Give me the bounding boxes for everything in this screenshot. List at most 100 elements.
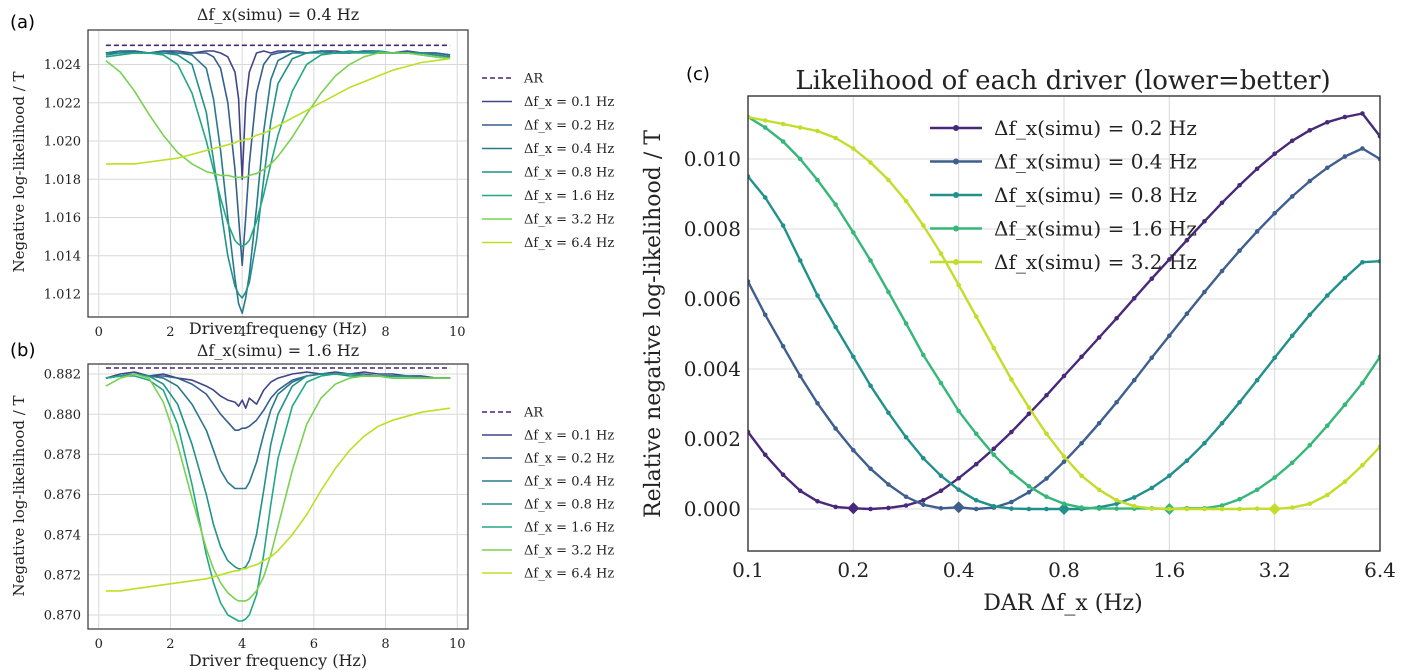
series-line [105, 50, 451, 180]
y-tick-label: 0.010 [684, 147, 741, 171]
legend-label: AR [523, 406, 544, 421]
minimum-marker [952, 501, 965, 514]
series-point [1026, 506, 1032, 512]
y-tick-label: 1.016 [44, 211, 81, 226]
series-point [1044, 476, 1049, 481]
legend-label: Δf_x = 1.6 Hz [524, 189, 614, 204]
minimum-marker [1058, 503, 1070, 515]
series-line [105, 57, 451, 165]
y-tick-label: 0.878 [44, 448, 81, 463]
series-point [1096, 487, 1102, 493]
series-point [780, 139, 786, 144]
series-point [1219, 268, 1225, 274]
series-point [921, 223, 926, 228]
series-point [938, 488, 944, 494]
legend-marker [953, 125, 959, 131]
series-point [780, 343, 786, 349]
series-point [1289, 333, 1295, 339]
series-line [105, 52, 451, 179]
series-point [780, 121, 786, 127]
series-point [833, 504, 838, 510]
y-tick-label: 1.018 [44, 173, 81, 188]
series-point [973, 314, 979, 319]
series-point [1202, 219, 1207, 224]
series-point [1202, 506, 1207, 512]
panel-b-grid [88, 364, 468, 629]
series-point [815, 293, 820, 298]
series-point [1044, 392, 1049, 398]
series-point [1360, 111, 1365, 116]
series-point [815, 401, 820, 406]
series-point [868, 506, 873, 512]
legend-label: Δf_x(simu) = 3.2 Hz [994, 250, 1197, 274]
series-point [1044, 506, 1049, 512]
series-point [956, 282, 961, 288]
series-line [105, 50, 451, 315]
series-point [1325, 293, 1330, 298]
legend-label: Δf_x = 6.4 Hz [524, 236, 614, 251]
x-tick-label: 2 [166, 325, 174, 340]
series-point [1079, 354, 1084, 360]
panel-c-series [748, 111, 1380, 515]
series-point [1149, 506, 1155, 511]
panel-c-frame [747, 95, 1381, 552]
series-point [1167, 506, 1172, 512]
x-tick-label: 8 [381, 637, 389, 652]
panel-a-chart: (a) Δf_x(simu) = 0.4 Hz 0 2 4 6 8 10 1.0121.0… [10, 5, 614, 340]
panel-c-label: (c) [686, 64, 710, 85]
series-point [1202, 440, 1207, 446]
series-point [973, 497, 979, 503]
legend-label: Δf_x = 0.4 Hz [524, 142, 614, 157]
series-point [1254, 229, 1260, 234]
panel-a-xlabel: Driver frequency (Hz) [189, 319, 367, 338]
series-point [1061, 373, 1067, 379]
panel-a-label: (a) [10, 12, 35, 33]
series-point [1202, 289, 1207, 295]
series-point [1167, 257, 1172, 262]
panel-b-series [105, 367, 451, 622]
series-point [1219, 420, 1225, 426]
series-point [903, 434, 909, 440]
series-point [815, 499, 820, 504]
series-point [1184, 311, 1190, 317]
minimum-marker [847, 502, 860, 515]
series-point [1325, 423, 1330, 429]
legend-label: Δf_x = 6.4 Hz [524, 567, 614, 582]
legend-label: Δf_x = 0.2 Hz [524, 119, 614, 134]
series-point [956, 487, 961, 493]
series-point [1184, 237, 1190, 243]
series-point [1342, 114, 1348, 120]
x-tick-label: 0 [95, 637, 103, 652]
legend-label: Δf_x = 0.1 Hz [524, 429, 614, 444]
series-point [1184, 458, 1190, 464]
x-tick-label: 10 [449, 637, 466, 652]
y-tick-label: 0.882 [44, 368, 81, 383]
series-point [762, 195, 768, 200]
legend-label: Δf_x(simu) = 0.8 Hz [994, 183, 1197, 207]
legend-label: Δf_x = 0.1 Hz [524, 95, 614, 110]
series-point [1237, 496, 1242, 502]
series-point [1342, 154, 1348, 159]
series-point [797, 258, 803, 263]
panel-a-xticks: 0 2 4 6 8 10 [95, 325, 466, 340]
x-tick-label: 8 [381, 325, 389, 340]
legend-label: Δf_x = 0.8 Hz [524, 498, 614, 513]
series-point [1026, 405, 1032, 410]
series-point [851, 447, 856, 453]
legend-label: Δf_x = 0.2 Hz [524, 452, 614, 467]
x-tick-label: 0 [95, 325, 103, 340]
panel-b-frame [87, 363, 469, 630]
x-tick-label: 0.8 [1048, 558, 1080, 582]
panel-c-ylabel: Relative negative log-likelihood / T [641, 130, 666, 518]
panel-c-xticks: 0.1 0.2 0.4 0.8 1.6 3.2 6.4 [732, 558, 1396, 582]
y-tick-label: 0.000 [684, 497, 741, 521]
legend-label: Δf_x(simu) = 1.6 Hz [994, 217, 1197, 241]
series-point [1114, 501, 1119, 507]
series-point [1360, 146, 1365, 151]
series-point [1325, 165, 1330, 171]
series-point [1289, 138, 1295, 144]
series-point [1272, 475, 1277, 480]
legend-label: Δf_x(simu) = 0.4 Hz [994, 150, 1197, 174]
panel-c-chart: (c) Likelihood of each driver (lower=bet… [641, 64, 1396, 616]
